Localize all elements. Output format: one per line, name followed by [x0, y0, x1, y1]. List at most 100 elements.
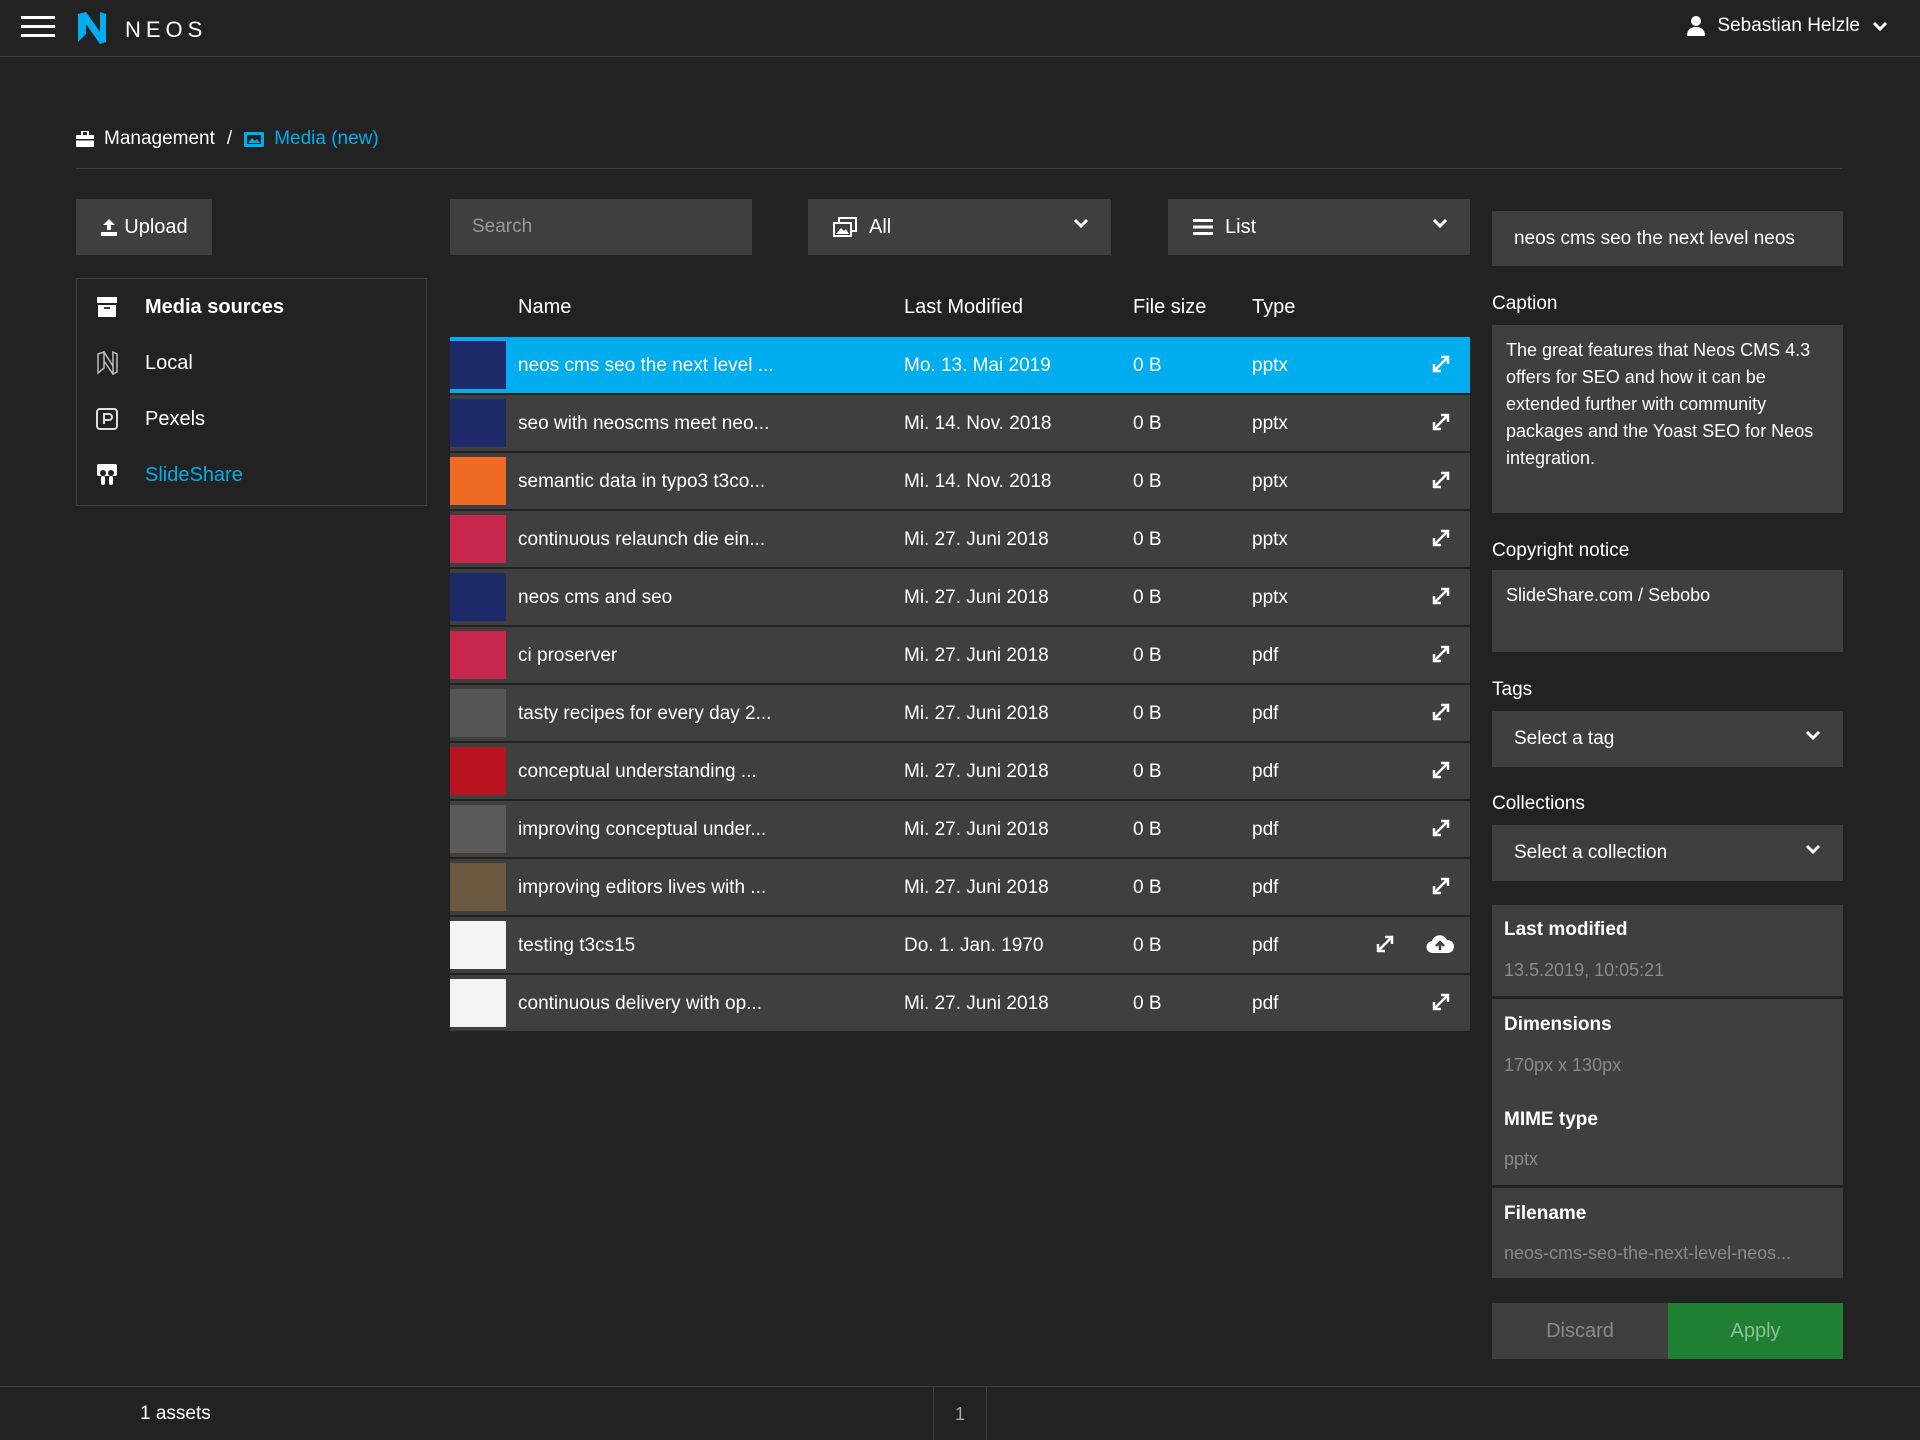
asset-size: 0 B — [1133, 703, 1162, 724]
asset-name: improving conceptual under... — [518, 819, 767, 840]
filename-label: Filename — [1504, 1203, 1587, 1224]
table-row[interactable]: continuous delivery with op... Mi. 27. J… — [450, 975, 1470, 1031]
column-header-name[interactable]: Name — [518, 296, 572, 318]
expand-icon[interactable] — [1430, 527, 1452, 549]
asset-modified: Mi. 27. Juni 2018 — [904, 993, 1049, 1014]
expand-icon[interactable] — [1430, 991, 1452, 1013]
app-name: NEOS — [125, 17, 208, 42]
column-header-file-size[interactable]: File size — [1133, 296, 1207, 318]
user-icon — [1687, 16, 1706, 36]
breadcrumb-management[interactable]: Management — [76, 128, 215, 150]
cloud-upload-icon[interactable] — [1426, 933, 1454, 955]
expand-icon[interactable] — [1430, 875, 1452, 897]
upload-button[interactable]: Upload — [76, 199, 212, 255]
asset-type: pptx — [1252, 587, 1288, 608]
asset-type: pdf — [1252, 703, 1279, 724]
table-row[interactable]: improving conceptual under... Mi. 27. Ju… — [450, 801, 1470, 857]
table-row[interactable]: testing t3cs15 Do. 1. Jan. 1970 0 B pdf — [450, 917, 1470, 973]
header-divider — [76, 168, 1842, 169]
upload-icon — [101, 219, 118, 236]
media-type-filter-select[interactable]: All — [808, 199, 1111, 255]
media-type-filter-value: All — [869, 215, 892, 238]
source-label-pexels: Pexels — [145, 407, 206, 430]
caption-field[interactable]: The great features that Neos CMS 4.3 off… — [1492, 325, 1843, 513]
top-bar: NEOS Sebastian Helzle — [0, 0, 1920, 57]
expand-icon[interactable] — [1430, 643, 1452, 665]
asset-modified: Mo. 13. Mai 2019 — [904, 355, 1051, 376]
asset-name: testing t3cs15 — [518, 935, 636, 956]
asset-thumbnail — [450, 805, 506, 853]
asset-name: neos cms seo the next level ... — [518, 355, 774, 376]
asset-thumbnail — [450, 979, 506, 1027]
chevron-down-icon — [1872, 21, 1888, 31]
asset-type: pdf — [1252, 819, 1279, 840]
discard-button[interactable]: Discard — [1492, 1303, 1668, 1359]
asset-modified: Mi. 14. Nov. 2018 — [904, 413, 1052, 434]
table-row[interactable]: neos cms seo the next level ... Mo. 13. … — [450, 337, 1470, 393]
column-header-last-modified[interactable]: Last Modified — [904, 296, 1023, 318]
asset-type: pptx — [1252, 355, 1288, 376]
copyright-label: Copyright notice — [1492, 540, 1630, 561]
apply-button[interactable]: Apply — [1668, 1303, 1843, 1359]
asset-type: pdf — [1252, 877, 1279, 898]
breadcrumb-media[interactable]: Media (new) — [244, 128, 379, 150]
last-modified-panel: Last modified 13.5.2019, 10:05:21 — [1492, 905, 1843, 996]
asset-size: 0 B — [1133, 877, 1162, 898]
table-row[interactable]: improving editors lives with ... Mi. 27.… — [450, 859, 1470, 915]
table-row[interactable]: semantic data in typo3 t3co... Mi. 14. N… — [450, 453, 1470, 509]
asset-name: improving editors lives with ... — [518, 877, 767, 898]
asset-name: neos cms and seo — [518, 587, 673, 608]
asset-thumbnail — [450, 747, 506, 795]
chevron-down-icon — [1805, 844, 1821, 854]
table-row[interactable]: tasty recipes for every day 2... Mi. 27.… — [450, 685, 1470, 741]
table-row[interactable]: conceptual understanding ... Mi. 27. Jun… — [450, 743, 1470, 799]
collections-select[interactable]: Select a collection — [1492, 825, 1843, 881]
caption-label: Caption — [1492, 293, 1558, 314]
asset-type: pdf — [1252, 935, 1279, 956]
asset-thumbnail — [450, 631, 506, 679]
menu-icon[interactable] — [21, 16, 55, 40]
asset-modified: Do. 1. Jan. 1970 — [904, 935, 1044, 956]
tags-select[interactable]: Select a tag — [1492, 711, 1843, 767]
expand-icon[interactable] — [1430, 759, 1452, 781]
table-header: Name Last Modified File size Type — [450, 280, 1470, 336]
view-mode-select[interactable]: List — [1168, 199, 1470, 255]
asset-size: 0 B — [1133, 935, 1162, 956]
source-item-slideshare[interactable]: SlideShare — [77, 447, 426, 503]
asset-count: 1 assets — [140, 1403, 211, 1424]
expand-icon[interactable] — [1430, 817, 1452, 839]
table-row[interactable]: seo with neoscms meet neo... Mi. 14. Nov… — [450, 395, 1470, 451]
expand-icon[interactable] — [1430, 585, 1452, 607]
asset-name: seo with neoscms meet neo... — [518, 413, 770, 434]
media-sources-panel: Media sources Local Pexels SlideShare — [76, 278, 427, 506]
column-header-type[interactable]: Type — [1252, 296, 1296, 318]
breadcrumb-media-label: Media (new) — [274, 128, 379, 149]
source-item-local[interactable]: Local — [77, 335, 426, 391]
asset-title-input[interactable] — [1492, 211, 1843, 266]
neos-logo-icon — [78, 12, 106, 44]
expand-icon[interactable] — [1430, 469, 1452, 491]
table-row[interactable]: ci proserver Mi. 27. Juni 2018 0 B pdf — [450, 627, 1470, 683]
table-row[interactable]: neos cms and seo Mi. 27. Juni 2018 0 B p… — [450, 569, 1470, 625]
asset-size: 0 B — [1133, 471, 1162, 492]
asset-name: conceptual understanding ... — [518, 761, 757, 782]
expand-icon[interactable] — [1430, 701, 1452, 723]
user-menu[interactable]: Sebastian Helzle — [1687, 15, 1888, 37]
mime-type-value: pptx — [1504, 1149, 1539, 1169]
asset-size: 0 B — [1133, 413, 1162, 434]
asset-modified: Mi. 27. Juni 2018 — [904, 877, 1049, 898]
search-input[interactable] — [450, 199, 752, 255]
expand-icon[interactable] — [1430, 411, 1452, 433]
breadcrumb-separator: / — [226, 128, 233, 149]
mime-type-label: MIME type — [1504, 1109, 1598, 1130]
copyright-field[interactable]: SlideShare.com / Sebobo — [1492, 570, 1843, 652]
footer: 1 assets 1 — [0, 1386, 1920, 1440]
breadcrumb: Management / Media (new) — [76, 128, 379, 150]
source-item-pexels[interactable]: Pexels — [77, 391, 426, 447]
pagination-page[interactable]: 1 — [933, 1387, 987, 1440]
asset-name: ci proserver — [518, 645, 618, 666]
dimensions-value: 170px x 130px — [1504, 1055, 1622, 1075]
expand-icon[interactable] — [1374, 933, 1396, 955]
table-row[interactable]: continuous relaunch die ein... Mi. 27. J… — [450, 511, 1470, 567]
expand-icon[interactable] — [1430, 353, 1452, 375]
